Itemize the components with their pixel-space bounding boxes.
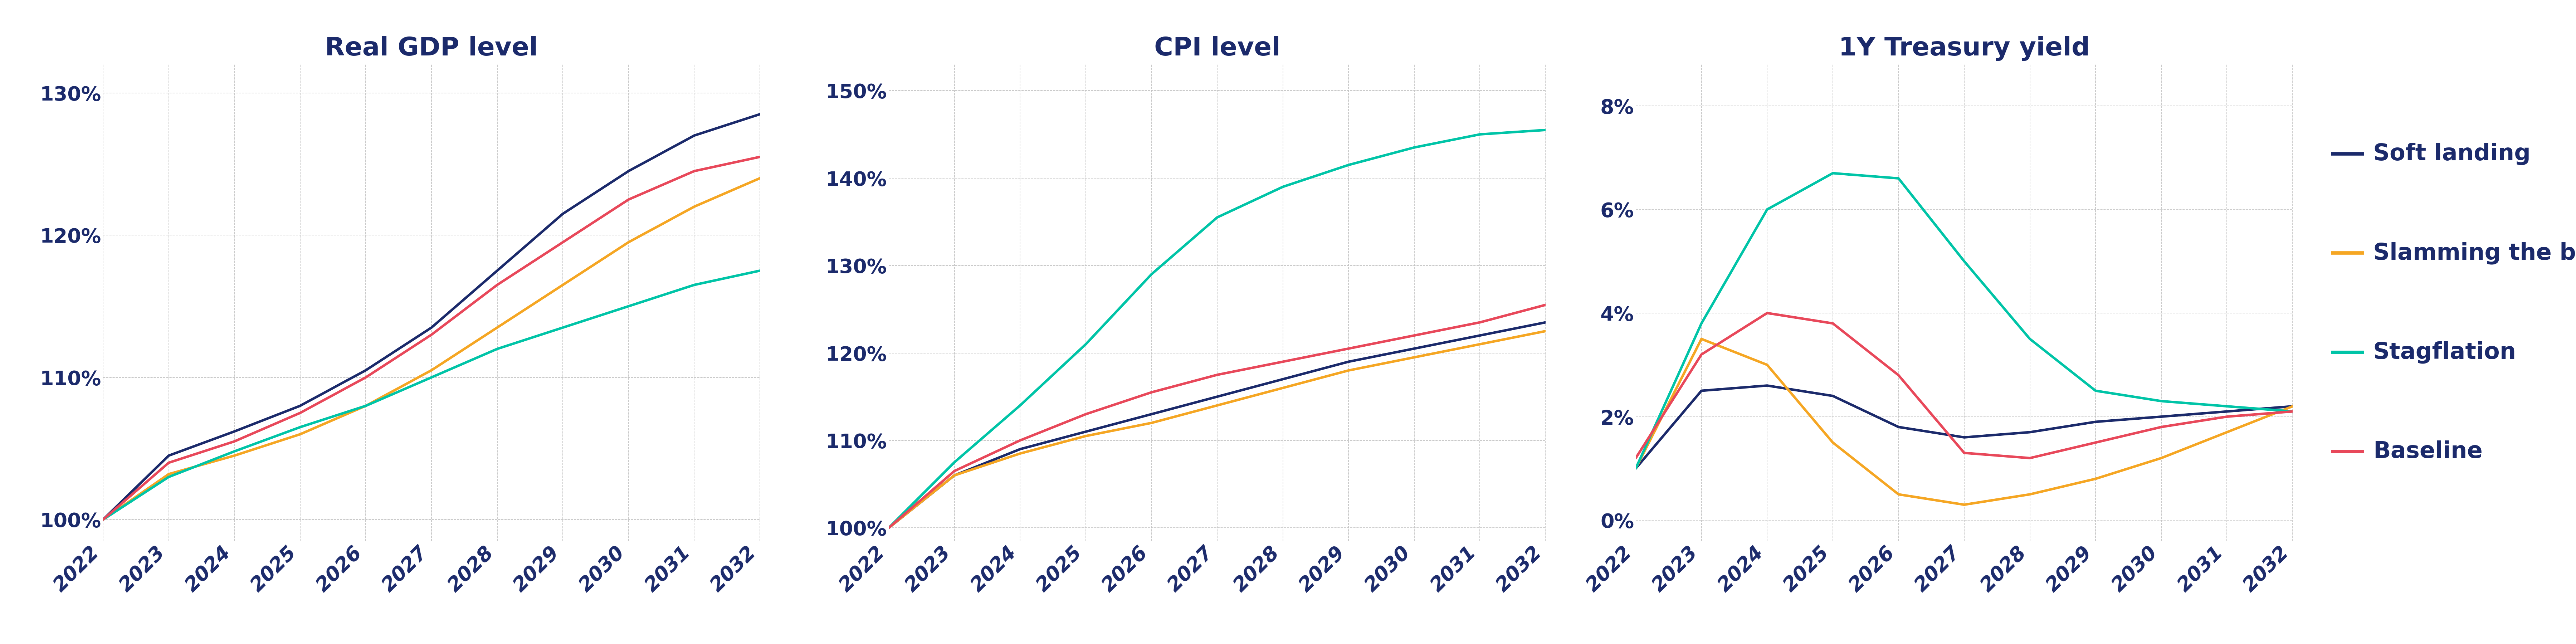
Text: Soft landing: Soft landing bbox=[2372, 143, 2530, 165]
Title: CPI level: CPI level bbox=[1154, 36, 1280, 61]
Text: Baseline: Baseline bbox=[2372, 440, 2483, 462]
Text: Stagflation: Stagflation bbox=[2372, 341, 2517, 363]
Title: 1Y Treasury yield: 1Y Treasury yield bbox=[1839, 36, 2089, 61]
Title: Real GDP level: Real GDP level bbox=[325, 36, 538, 61]
Text: Slamming the brakes: Slamming the brakes bbox=[2372, 242, 2576, 264]
